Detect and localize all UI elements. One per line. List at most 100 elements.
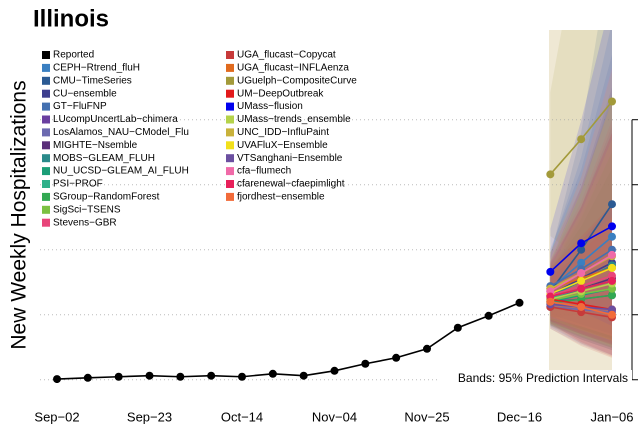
data-point xyxy=(608,276,616,285)
legend-swatch xyxy=(226,154,234,163)
legend-swatch xyxy=(42,218,50,227)
annotation: Bands: 95% Prediction Intervals xyxy=(458,371,628,385)
x-tick-label: Sep−02 xyxy=(34,409,79,424)
legend-swatch xyxy=(226,115,234,124)
data-point xyxy=(577,276,586,285)
legend-label: Stevens−GBR xyxy=(53,217,117,228)
legend-swatch xyxy=(42,115,50,124)
legend-label: UGuelph−CompositeCurve xyxy=(237,75,357,86)
legend-label: cfarenewal−cfaepimlight xyxy=(237,179,345,190)
legend-label: NU_UCSD−GLEAM_AI_FLUH xyxy=(53,166,189,177)
data-point xyxy=(608,97,616,106)
data-point xyxy=(577,302,586,311)
legend-label: MIGHTE−Nsemble xyxy=(53,140,138,151)
legend-label: UMass−trends_ensemble xyxy=(237,114,351,125)
legend-swatch xyxy=(42,63,50,72)
data-point xyxy=(145,371,154,380)
legend-swatch xyxy=(226,102,234,111)
data-point xyxy=(608,222,616,231)
data-point xyxy=(577,284,586,293)
legend-label: UMass−flusion xyxy=(237,101,303,112)
x-tick-label: Nov−04 xyxy=(312,409,357,424)
data-point xyxy=(392,353,401,362)
x-tick-label: Nov−25 xyxy=(404,409,449,424)
legend-swatch xyxy=(42,205,50,214)
data-point xyxy=(546,267,555,276)
forecast-period xyxy=(549,30,612,383)
series-line xyxy=(56,302,520,380)
prediction-band xyxy=(550,67,612,337)
legend-swatch xyxy=(226,89,234,98)
legend-label: fjordhest−ensemble xyxy=(237,192,325,203)
prediction-band xyxy=(550,30,612,283)
data-point xyxy=(114,372,123,381)
data-point xyxy=(546,297,555,306)
data-point xyxy=(608,310,616,319)
legend-label: UGA_flucast−Copycat xyxy=(237,50,336,61)
legend-swatch xyxy=(226,180,234,188)
legend-swatch xyxy=(42,76,50,85)
legend-label: SGroup−RandomForest xyxy=(53,192,160,203)
legend-label: GT−FluFNP xyxy=(53,101,107,112)
legend-label: VTSanghani−Ensemble xyxy=(237,153,343,164)
data-point xyxy=(608,200,616,209)
data-point xyxy=(577,239,586,248)
legend-swatch xyxy=(226,167,234,176)
data-point xyxy=(238,372,246,381)
legend-label: UVAFluX−Ensemble xyxy=(237,140,328,151)
x-tick-label: Sep−23 xyxy=(127,409,172,424)
data-point xyxy=(207,371,216,380)
data-point xyxy=(577,245,586,254)
legend-swatch xyxy=(42,167,50,176)
data-point xyxy=(546,170,555,179)
legend-swatch xyxy=(42,141,50,150)
legend-swatch xyxy=(42,180,50,188)
legend-label: LosAlamos_NAU−CModel_Flu xyxy=(53,127,189,138)
chart-title: Illinois xyxy=(33,5,109,32)
data-point xyxy=(453,323,462,332)
annotation-box xyxy=(438,370,632,386)
grid xyxy=(40,119,632,381)
legend-label: CU−ensemble xyxy=(53,88,117,99)
y-axis-label: New Weekly Hospitalizations xyxy=(8,80,31,349)
data-point xyxy=(176,372,185,381)
prediction-band xyxy=(550,30,612,330)
prediction-band xyxy=(550,30,612,327)
data-point xyxy=(268,369,277,378)
legend-label: CEPH−Rtrend_fluH xyxy=(53,63,140,74)
data-point xyxy=(53,375,61,383)
x-tick-label: Jan−06 xyxy=(590,409,633,424)
x-tick-label: Dec−16 xyxy=(497,409,542,424)
data-point xyxy=(423,344,431,353)
legend-label: CMU−TimeSeries xyxy=(53,75,132,86)
lines xyxy=(53,97,616,383)
legend-label: LUcompUncertLab−chimera xyxy=(53,114,178,125)
data-point xyxy=(577,135,586,144)
data-point xyxy=(484,311,493,320)
legend-swatch xyxy=(226,63,234,72)
legend-label: UGA_flucast−INFLAenza xyxy=(237,63,349,74)
data-point xyxy=(361,359,370,368)
legend-swatch xyxy=(42,128,50,137)
legend-label: Reported xyxy=(53,50,94,61)
legend-swatch xyxy=(226,76,234,85)
legend-label: UNC_IDD−InfluPaint xyxy=(237,127,329,138)
data-point xyxy=(608,263,616,272)
data-point xyxy=(83,373,92,382)
data-point xyxy=(299,371,308,380)
legend-swatch xyxy=(42,89,50,98)
data-point xyxy=(330,366,339,375)
legend-swatch xyxy=(42,154,50,163)
axes: Sep−02 Sep−23 Oct−14 Nov−04 Nov−25 Dec−16 Jan−… xyxy=(34,119,638,424)
legend-swatch xyxy=(42,102,50,111)
data-point xyxy=(577,258,586,267)
data-point xyxy=(608,232,616,241)
legend-label: UM−DeepOutbreak xyxy=(237,88,324,99)
legend-label: MOBS−GLEAM_FLUH xyxy=(53,153,155,164)
x-tick-label: Oct−14 xyxy=(221,409,263,424)
legend-swatch xyxy=(226,192,234,201)
legend-label: cfa−flumech xyxy=(237,166,291,177)
prediction-band xyxy=(550,126,612,345)
data-point xyxy=(608,291,616,300)
